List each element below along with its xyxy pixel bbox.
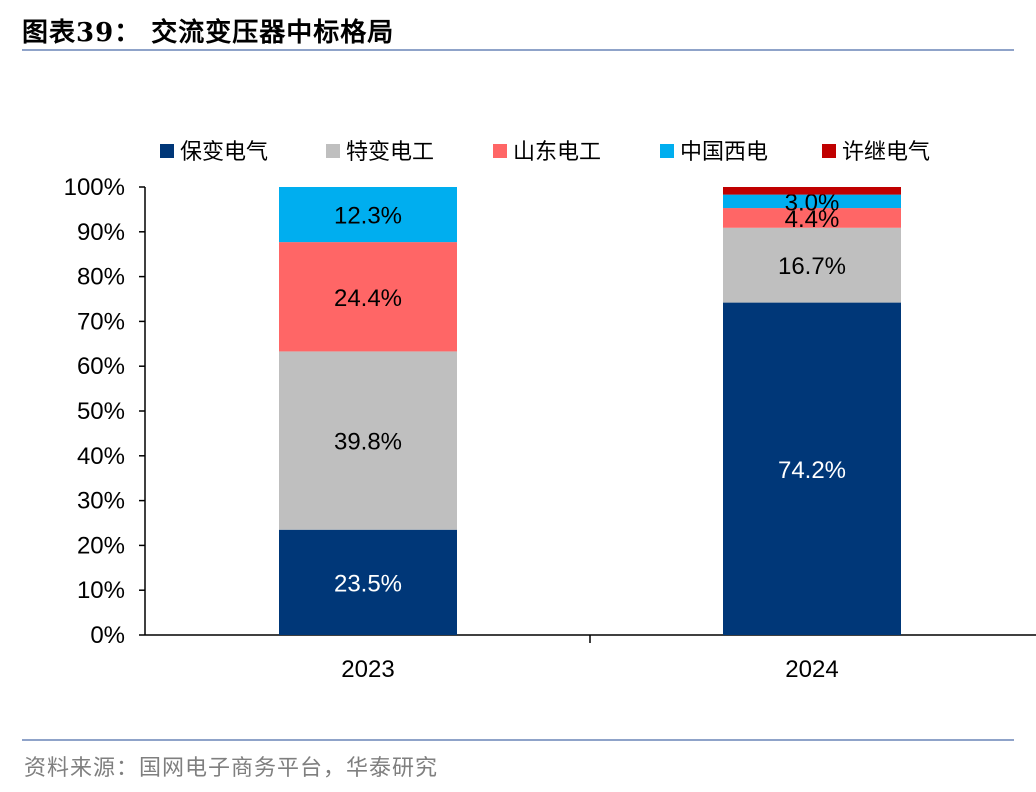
bar-segment <box>723 187 901 195</box>
y-tick-label: 70% <box>77 308 125 335</box>
x-category-label: 2024 <box>785 656 838 683</box>
bar-segment <box>279 242 457 352</box>
source-note: 资料来源：国网电子商务平台，华泰研究 <box>24 756 439 781</box>
legend-swatch <box>326 144 340 158</box>
title-divider <box>22 49 1014 51</box>
footer-divider <box>22 739 1014 741</box>
legend-label: 许继电气 <box>842 140 930 165</box>
bar-segment <box>723 227 901 303</box>
data-label: 23.5% <box>334 570 402 597</box>
legend-label: 山东电工 <box>513 140 601 165</box>
legend-swatch <box>660 144 674 158</box>
bar-segment <box>723 208 901 228</box>
data-label: 16.7% <box>778 253 846 280</box>
data-label: 74.2% <box>778 457 846 484</box>
data-label: 12.3% <box>334 203 402 230</box>
data-label: 24.4% <box>334 285 402 312</box>
data-label: 39.8% <box>334 429 402 456</box>
legend-swatch <box>493 144 507 158</box>
y-tick-label: 20% <box>77 532 125 559</box>
stacked-bar-chart: 0% 10% 20% 30% 40% 50% 60% 70% 80% 90% 100% 23.5% 39… <box>64 140 1036 683</box>
bar-segment <box>279 187 457 243</box>
y-tick-label: 40% <box>77 443 125 470</box>
legend-label: 保变电气 <box>180 140 268 165</box>
legend-swatch <box>160 144 174 158</box>
bar-segment <box>279 529 457 635</box>
bar-segment <box>279 351 457 530</box>
legend-swatch <box>822 144 836 158</box>
y-tick-label: 10% <box>77 577 125 604</box>
chart-title: 图表39： 交流变压器中标格局 <box>22 18 395 48</box>
y-tick-label: 0% <box>90 622 125 649</box>
legend-label: 中国西电 <box>680 140 768 165</box>
y-tick-label: 30% <box>77 488 125 515</box>
y-tick-label: 50% <box>77 398 125 425</box>
bar-segment <box>723 194 901 209</box>
bar-segment <box>723 302 901 635</box>
y-tick-label: 90% <box>77 219 125 246</box>
legend-label: 特变电工 <box>346 140 434 165</box>
y-tick-label: 60% <box>77 353 125 380</box>
x-category-label: 2023 <box>341 656 394 683</box>
y-tick-label: 80% <box>77 264 125 291</box>
y-tick-label: 100% <box>64 174 125 201</box>
data-label: 4.4% <box>785 206 840 233</box>
